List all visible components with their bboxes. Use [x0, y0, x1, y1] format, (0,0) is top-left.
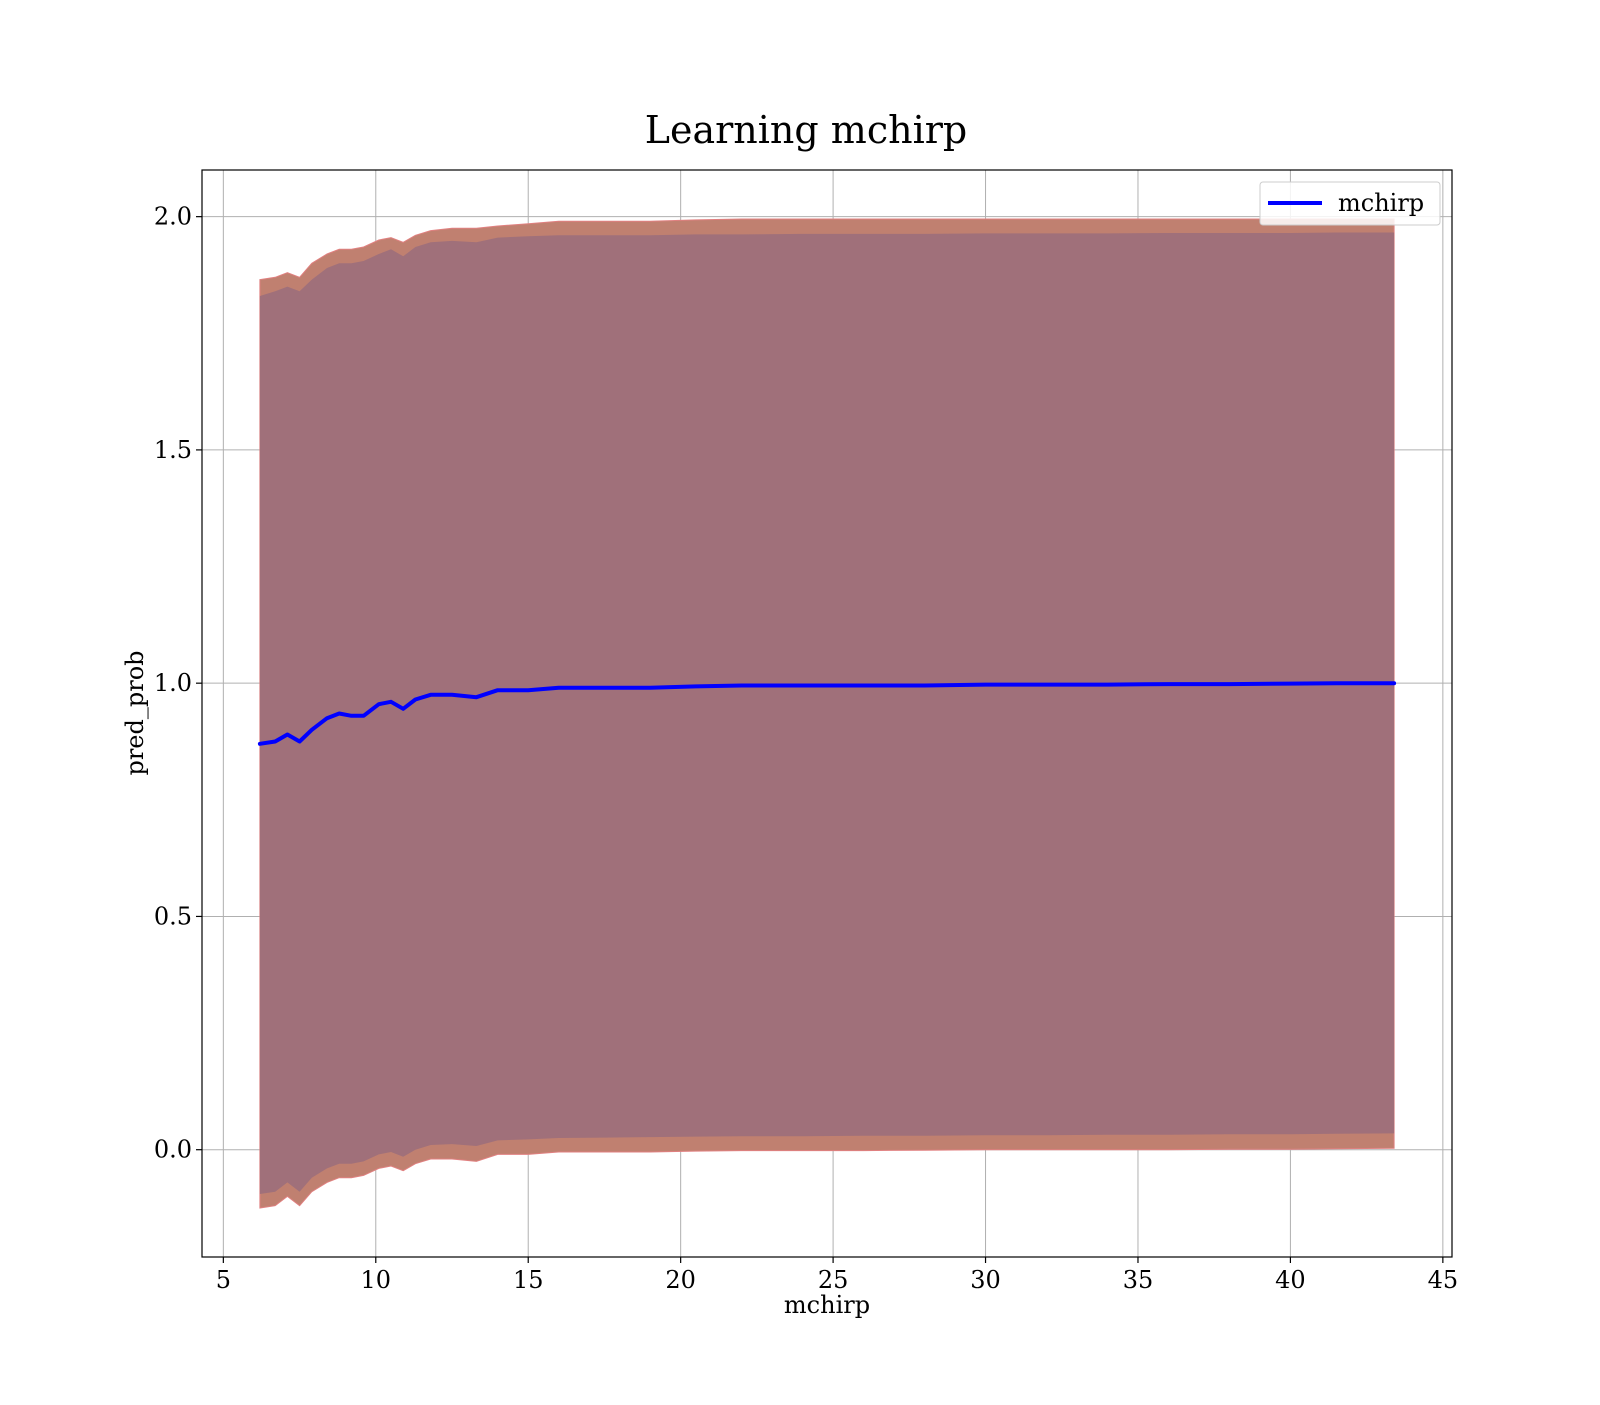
y-tick-label: 1.0: [154, 669, 192, 697]
legend: mchirp: [1259, 181, 1441, 226]
series-lines: [257, 681, 1397, 746]
x-tick-label: 10: [361, 1266, 392, 1294]
y-axis-label: pred_prob: [121, 650, 149, 775]
x-tick-label: 35: [1123, 1266, 1154, 1294]
x-tick-label: 45: [1428, 1266, 1459, 1294]
x-tick-label: 20: [665, 1266, 696, 1294]
axis-ticks: 5 10 15 20 25 30 35 40 45 0.0 0.5 1.0 1.5 2.0: [154, 203, 1458, 1294]
legend-box: [1259, 181, 1441, 226]
confidence-bands: [259, 218, 1395, 1209]
x-axis-label: mchirp: [784, 1291, 870, 1319]
x-tick-label: 25: [818, 1266, 849, 1294]
series-line-mchirp: [257, 681, 1397, 746]
confidence-band-inner: [259, 232, 1395, 1194]
legend-label-mchirp: mchirp: [1338, 189, 1424, 217]
x-tick-label: 5: [216, 1266, 231, 1294]
x-tick-label: 30: [970, 1266, 1001, 1294]
chart-title: Learning mchirp: [645, 108, 967, 152]
x-tick-label: 40: [1275, 1266, 1306, 1294]
x-tick-label: 15: [513, 1266, 544, 1294]
y-tick-label: 0.5: [154, 902, 192, 930]
y-tick-label: 2.0: [154, 203, 192, 231]
y-tick-label: 0.0: [154, 1136, 192, 1164]
plot-frame: [201, 169, 1453, 1258]
y-tick-label: 1.5: [154, 436, 192, 464]
